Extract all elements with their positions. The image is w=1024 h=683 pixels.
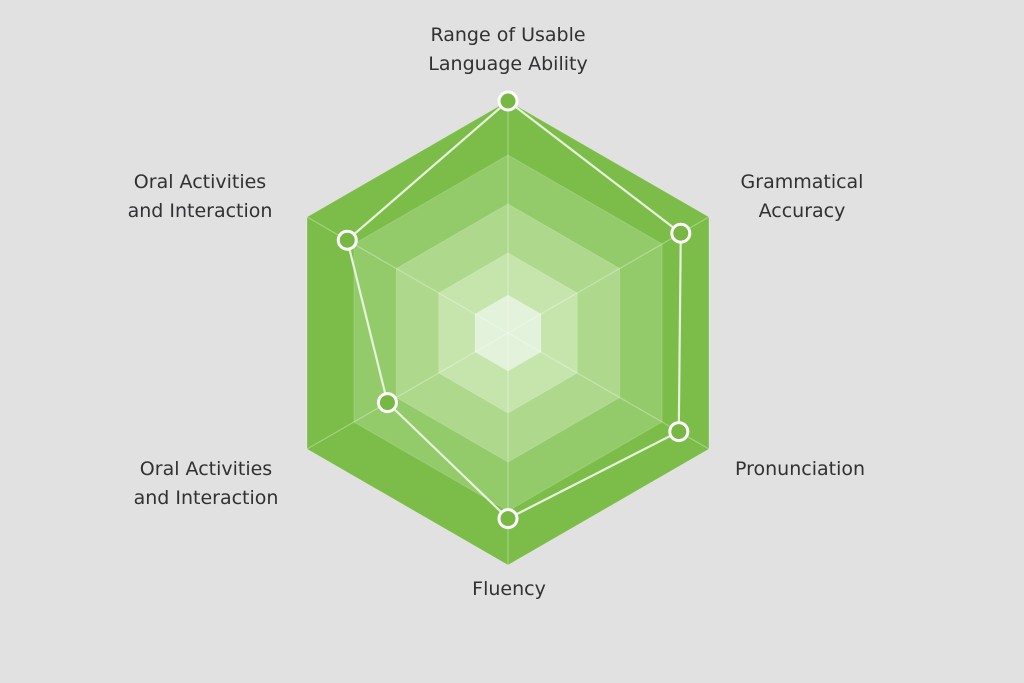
data-point-1 — [497, 90, 519, 112]
data-point-5 — [376, 392, 398, 414]
axis-label-fluency: Fluency — [472, 578, 546, 600]
axis-spoke — [306, 332, 509, 450]
data-point-4 — [497, 508, 519, 530]
data-point-6 — [336, 229, 358, 251]
grid-ring-5 — [474, 294, 542, 372]
data-point-2 — [670, 222, 692, 244]
axis-label-grammar: Grammatical Accuracy — [740, 171, 864, 222]
axis-label-oral-lower: Oral Activities and Interaction — [133, 458, 279, 509]
axis-label-pronunciation: Pronunciation — [734, 458, 866, 480]
axis-label-range: Range of Usable Language Ability — [428, 24, 588, 75]
data-point-3 — [668, 421, 690, 443]
axis-label-oral-upper: Oral Activities and Interaction — [127, 171, 273, 222]
